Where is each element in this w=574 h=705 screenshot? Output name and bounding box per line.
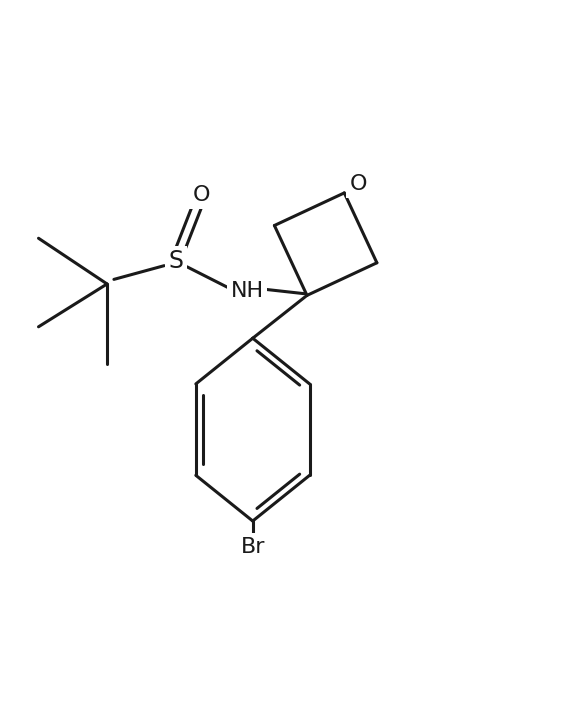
Text: O: O [192,185,210,205]
Text: NH: NH [230,281,263,301]
Text: O: O [350,174,367,195]
Text: Br: Br [241,537,265,557]
Text: S: S [168,249,183,273]
